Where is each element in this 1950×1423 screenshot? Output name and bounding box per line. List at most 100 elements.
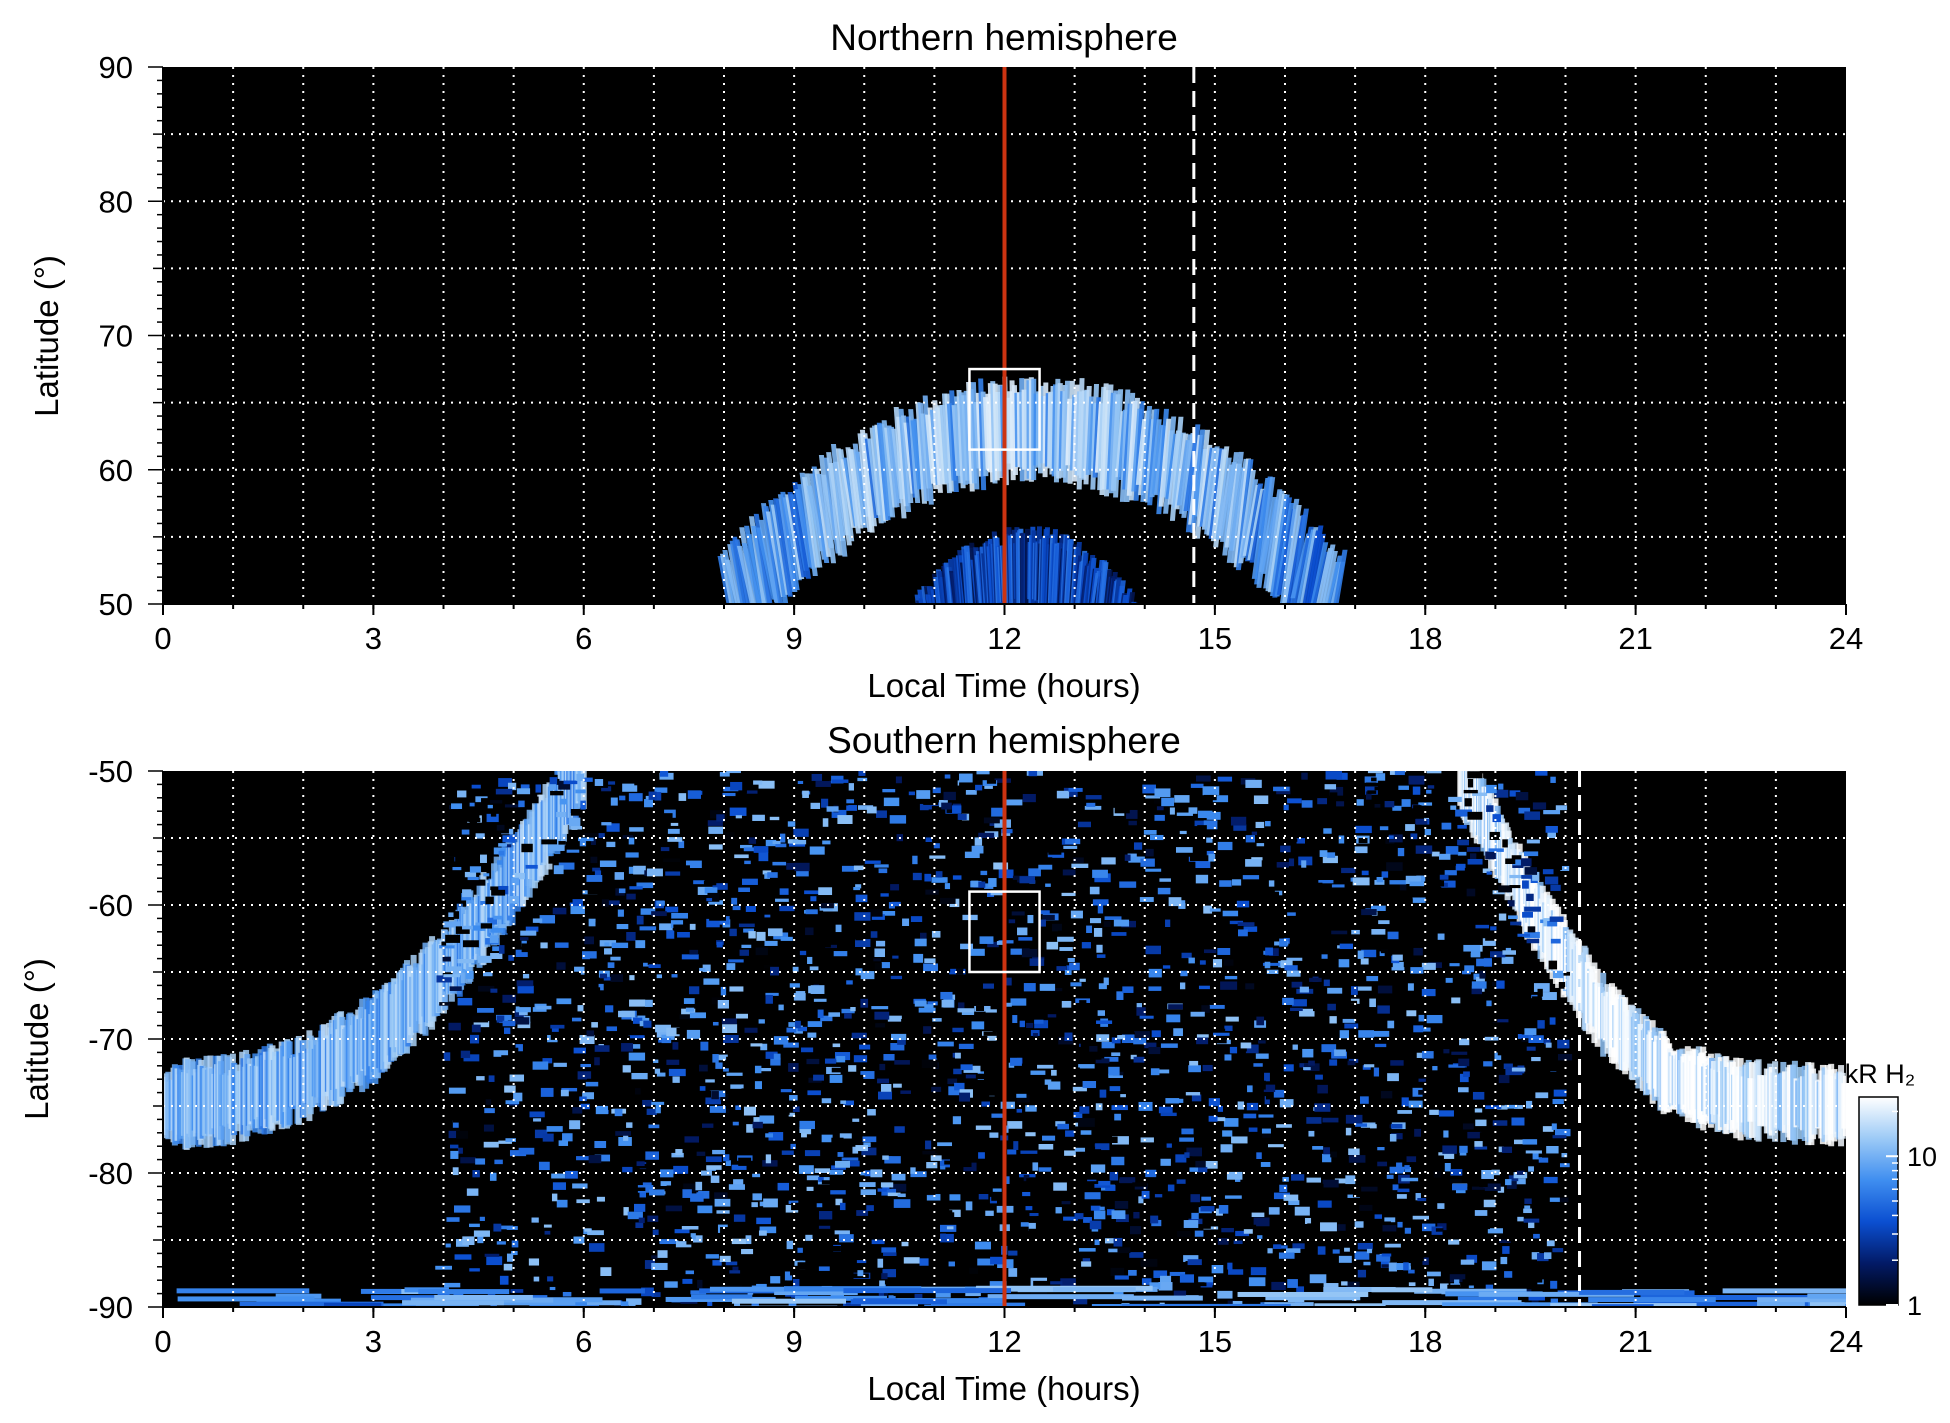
- south-noise-cell: [952, 1027, 964, 1033]
- south-noise-cell: [1361, 1186, 1378, 1192]
- south-noise-cell: [1275, 908, 1284, 915]
- south-noise-cell: [1345, 1175, 1356, 1185]
- south-noise-cell: [648, 791, 657, 800]
- south-noise-cell: [878, 1250, 888, 1258]
- south-noise-cell: [493, 1223, 502, 1232]
- south-noise-cell: [1082, 1081, 1097, 1089]
- south-noise-cell: [489, 1172, 497, 1181]
- south-noise-cell: [1292, 1243, 1305, 1250]
- south-noise-cell: [720, 986, 727, 996]
- south-noise-cell: [1321, 1044, 1337, 1053]
- south-noise-cell: [647, 1215, 659, 1222]
- south-noise-cell: [1160, 1275, 1172, 1283]
- south-noise-cell: [1195, 1282, 1207, 1287]
- south-noise-cell: [676, 1027, 687, 1035]
- south-noise-cell: [664, 1281, 678, 1288]
- south-noise-cell: [1233, 1240, 1243, 1245]
- south-pole-band-cell: [1591, 1304, 1654, 1307]
- north-x-tick-label: 15: [1198, 621, 1232, 656]
- south-noise-cell: [1409, 1071, 1416, 1081]
- south-noise-cell: [594, 1057, 600, 1066]
- south-noise-cell: [1057, 936, 1074, 942]
- south-pole-band-cell: [1757, 1301, 1805, 1307]
- south-noise-cell: [1517, 1094, 1534, 1103]
- south-noise-cell: [759, 1068, 772, 1072]
- south-noise-cell: [1286, 957, 1303, 961]
- south-noise-cell: [959, 1092, 971, 1102]
- south-noise-cell: [817, 883, 829, 889]
- south-noise-cell: [464, 871, 477, 878]
- south-noise-cell: [1486, 1000, 1492, 1007]
- south-noise-cell: [1546, 1240, 1555, 1247]
- south-noise-cell: [897, 870, 906, 878]
- south-noise-cell: [504, 804, 521, 808]
- south-noise-cell: [608, 900, 620, 906]
- south-noise-cell: [1399, 881, 1407, 891]
- south-noise-cell: [549, 1286, 556, 1291]
- south-noise-cell: [628, 1035, 645, 1039]
- south-noise-cell: [1157, 887, 1171, 895]
- south-noise-cell: [681, 954, 699, 960]
- south-noise-cell: [517, 1021, 531, 1029]
- south-noise-cell: [494, 1159, 503, 1165]
- south-noise-cell: [703, 880, 717, 886]
- south-noise-cell: [1097, 1010, 1106, 1016]
- south-noise-cell: [472, 1016, 489, 1023]
- south-noise-cell: [590, 838, 596, 845]
- south-noise-cell: [1408, 1269, 1415, 1274]
- south-noise-cell: [521, 843, 533, 853]
- south-noise-cell: [1195, 861, 1211, 869]
- south-noise-cell: [1409, 881, 1425, 887]
- south-noise-cell: [1443, 1130, 1449, 1138]
- south-noise-cell: [1164, 1251, 1173, 1256]
- south-noise-cell: [741, 944, 752, 949]
- south-noise-cell: [1459, 1038, 1470, 1046]
- south-noise-cell: [1348, 1155, 1366, 1163]
- south-noise-cell: [639, 926, 657, 931]
- south-noise-cell: [705, 1254, 719, 1259]
- south-noise-cell: [522, 973, 530, 979]
- south-noise-cell: [734, 1302, 740, 1307]
- south-noise-cell: [623, 1133, 629, 1141]
- south-noise-cell: [764, 926, 771, 935]
- south-noise-cell: [666, 1059, 680, 1065]
- south-noise-cell: [635, 940, 646, 949]
- south-noise-cell: [821, 798, 829, 808]
- south-noise-cell: [944, 1160, 956, 1165]
- south-noise-cell: [1199, 1017, 1210, 1025]
- south-noise-cell: [1134, 1031, 1150, 1040]
- south-noise-cell: [1498, 1146, 1504, 1153]
- south-noise-cell: [622, 783, 638, 792]
- south-noise-cell: [644, 799, 654, 808]
- south-pole-band-cell: [1371, 1287, 1433, 1293]
- south-noise-cell: [1148, 986, 1162, 991]
- south-noise-cell: [594, 870, 602, 878]
- south-noise-cell: [561, 1087, 578, 1092]
- south-y-tick-label: -90: [88, 1290, 133, 1325]
- south-noise-cell: [952, 875, 962, 880]
- south-noise-cell: [1116, 991, 1124, 1000]
- south-noise-cell: [706, 898, 713, 902]
- south-noise-cell: [1038, 1144, 1054, 1150]
- south-noise-cell: [1367, 790, 1377, 794]
- south-noise-cell: [1048, 850, 1062, 855]
- south-noise-cell: [1013, 1141, 1019, 1150]
- south-noise-cell: [1310, 1217, 1318, 1226]
- south-noise-cell: [709, 1105, 726, 1113]
- south-noise-cell: [1464, 965, 1475, 973]
- south-noise-cell: [1467, 778, 1474, 788]
- south-noise-cell: [706, 1165, 722, 1170]
- south-noise-cell: [1338, 1255, 1352, 1263]
- south-noise-cell: [518, 800, 525, 808]
- south-noise-cell: [1448, 796, 1462, 802]
- south-noise-cell: [1299, 986, 1309, 993]
- south-noise-cell: [620, 1301, 629, 1307]
- south-noise-cell: [1559, 796, 1565, 805]
- north-emission-streak: [1310, 542, 1329, 604]
- south-noise-cell: [608, 781, 616, 785]
- south-noise-cell: [852, 1118, 860, 1122]
- south-noise-cell: [735, 815, 742, 819]
- south-noise-cell: [797, 780, 804, 785]
- south-noise-cell: [591, 1022, 598, 1028]
- south-noise-cell: [494, 1191, 508, 1195]
